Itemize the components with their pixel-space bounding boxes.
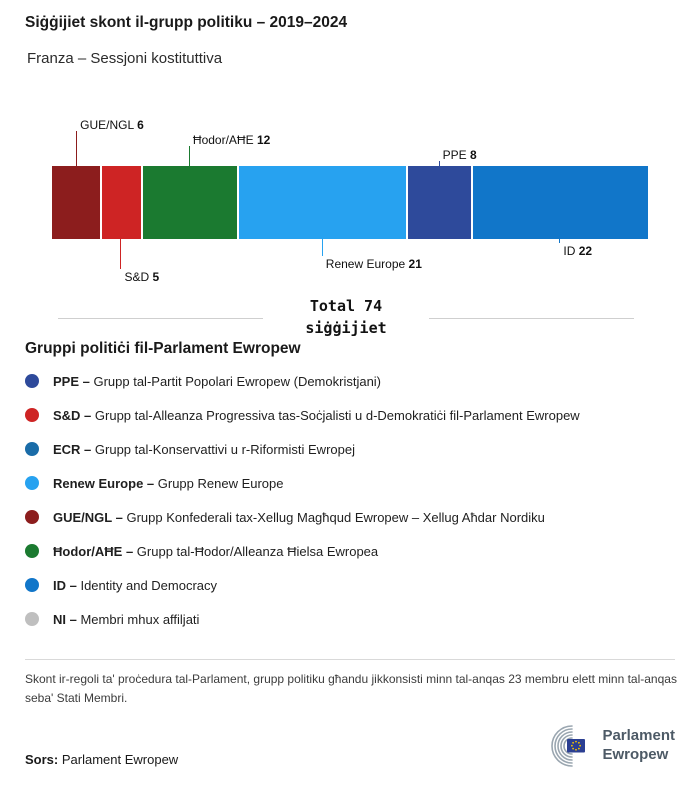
leader-line <box>76 131 78 166</box>
segment-label: PPE 8 <box>442 148 477 162</box>
segment-label: Ħodor/AĦE 12 <box>192 133 271 147</box>
footnote-divider <box>25 659 675 660</box>
segment-label: ID 22 <box>563 244 593 258</box>
legend-item-ni: NI – Membri mhux affiljati <box>25 602 685 636</box>
legend-heading: Gruppi politiċi fil-Parlament Ewropew <box>25 340 301 357</box>
legend-label: ID – Identity and Democracy <box>53 577 218 593</box>
legend-item-gue-ngl: GUE/NGL – Grupp Konfederali tax-Xellug M… <box>25 500 685 534</box>
legend-label: Renew Europe – Grupp Renew Europe <box>53 475 284 491</box>
legend-dot <box>25 374 39 388</box>
leader-line <box>321 239 323 256</box>
ep-logo: Parlament Ewropew <box>540 724 675 768</box>
bar-segment-renew-europe[interactable] <box>237 166 407 239</box>
footnote: Skont ir-regoli ta' proċedura tal-Parlam… <box>25 672 677 705</box>
bar-segment-ppe[interactable] <box>406 166 471 239</box>
logo-text: Parlament Ewropew <box>602 727 675 765</box>
segment-label: S&D 5 <box>124 270 160 284</box>
legend-dot <box>25 476 39 490</box>
legend-label: NI – Membri mhux affiljati <box>53 611 200 627</box>
segment-label: GUE/NGL 6 <box>80 118 144 132</box>
legend-dot <box>25 612 39 626</box>
legend-item-renew-europe: Renew Europe – Grupp Renew Europe <box>25 466 685 500</box>
legend-item-id: ID – Identity and Democracy <box>25 568 685 602</box>
legend-label: GUE/NGL – Grupp Konfederali tax-Xellug M… <box>53 509 545 525</box>
legend-item-s-d: S&D – Grupp tal-Alleanza Progressiva tas… <box>25 398 685 432</box>
legend-label: PPE – Grupp tal-Partit Popolari Ewropew … <box>53 373 382 389</box>
bar-segment-id[interactable] <box>470 166 648 239</box>
eu-flag <box>567 739 586 753</box>
total-line1: Total 74 <box>309 297 383 316</box>
leader-line <box>559 239 561 243</box>
total-line2: siġġijiet <box>305 319 387 337</box>
page-title: Siġġijiet skont il-grupp politiku – 2019… <box>25 14 348 31</box>
page-subtitle: Franza – Sessjoni kostituttiva <box>27 50 223 67</box>
bar-segment-s-d[interactable] <box>100 166 141 239</box>
legend-label: Ħodor/AĦE – Grupp tal-Ħodor/Alleanza Ħie… <box>53 543 379 559</box>
total-text: Total 74 siġġijiet <box>263 296 428 340</box>
bar-segment--odor-a-e[interactable] <box>140 166 238 239</box>
legend-dot <box>25 578 39 592</box>
source-value: Parlament Ewropew <box>61 752 179 767</box>
legend-dot <box>25 408 39 422</box>
legend-label: ECR – Grupp tal-Konservattivi u r-Riform… <box>53 441 355 457</box>
leader-line <box>188 146 190 166</box>
legend-dot <box>25 544 39 558</box>
legend-dot <box>25 510 39 524</box>
legend-dot <box>25 442 39 456</box>
leader-line <box>438 161 440 166</box>
leader-line <box>120 239 122 269</box>
legend-list: PPE – Grupp tal-Partit Popolari Ewropew … <box>25 364 685 636</box>
segment-label: Renew Europe 21 <box>325 257 422 271</box>
total-divider-right <box>428 317 634 319</box>
source-label: Sors: <box>25 752 59 767</box>
seats-chart: GUE/NGL 6 S&D 5 Ħodor/AĦE 12 Renew Europe 2… <box>0 118 700 294</box>
total-callout: Total 74 siġġijiet <box>58 296 634 340</box>
logo-line2: Ewropew <box>602 746 669 763</box>
bar-segment-gue-ngl[interactable] <box>52 166 101 239</box>
legend-item-ecr: ECR – Grupp tal-Konservattivi u r-Riform… <box>25 432 685 466</box>
total-divider-left <box>58 317 264 319</box>
hemicycle-icon <box>551 725 586 767</box>
logo-line1: Parlament <box>602 727 675 745</box>
legend-item--odor-a-e: Ħodor/AĦE – Grupp tal-Ħodor/Alleanza Ħie… <box>25 534 685 568</box>
legend-item-ppe: PPE – Grupp tal-Partit Popolari Ewropew … <box>25 364 685 398</box>
legend-label: S&D – Grupp tal-Alleanza Progressiva tas… <box>53 407 580 423</box>
source-line: Sors: Parlament Ewropew <box>25 752 178 767</box>
